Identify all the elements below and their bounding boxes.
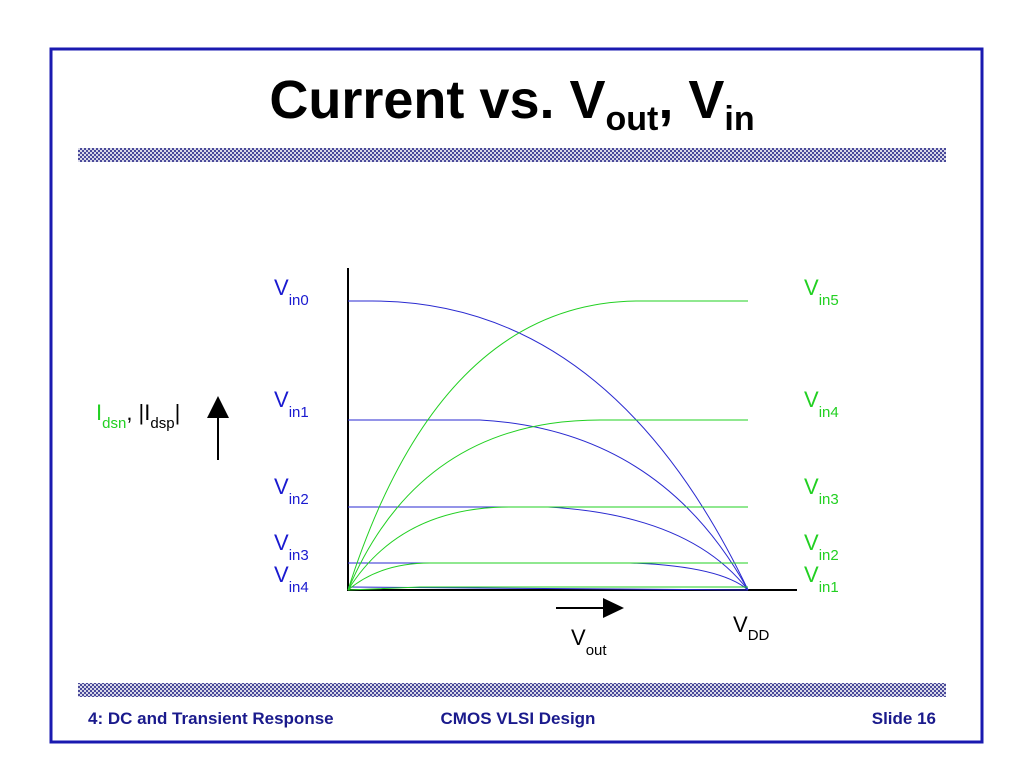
arrow-head xyxy=(603,598,624,618)
level-label: Vin3 xyxy=(274,530,309,564)
level-label: Vin1 xyxy=(274,387,309,421)
level-label: Vin0 xyxy=(274,275,309,309)
x-axis-label: Vout xyxy=(571,625,607,659)
level-label: Vin3 xyxy=(804,474,839,508)
footer-center: CMOS VLSI Design xyxy=(441,709,596,728)
nmos-curves xyxy=(347,300,749,591)
pmos-curves xyxy=(347,300,748,591)
y-axis-label: Idsn, |Idsp| xyxy=(96,400,180,432)
level-label: Vin2 xyxy=(804,530,839,564)
level-label: Vin4 xyxy=(274,562,309,596)
footer-left: 4: DC and Transient Response xyxy=(88,709,334,728)
level-label: Vin5 xyxy=(804,275,839,309)
arrow-head xyxy=(207,396,229,418)
level-label: Vin2 xyxy=(274,474,309,508)
vdd-label: VDD xyxy=(733,612,770,644)
level-label: Vin1 xyxy=(804,562,839,596)
level-label: Vin4 xyxy=(804,387,839,421)
slide-frame xyxy=(49,47,984,744)
divider xyxy=(78,148,946,162)
slide-title: Current vs. Vout, Vin xyxy=(269,70,754,138)
divider xyxy=(78,683,946,697)
footer-right: Slide 16 xyxy=(872,709,936,728)
